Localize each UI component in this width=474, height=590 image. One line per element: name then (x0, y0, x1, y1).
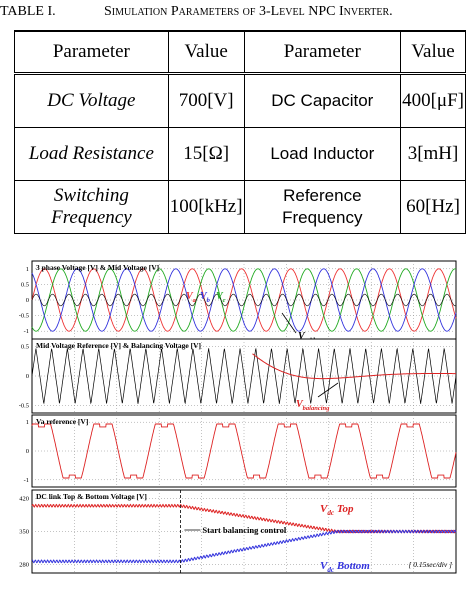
table-cell: Reference Frequency (243, 180, 402, 234)
table-cell: Switching Frequency (14, 180, 169, 234)
annotation-sub: b (207, 297, 211, 304)
y-tick-label: 0.5 (21, 343, 29, 350)
table-row: DC Voltage 700[V] DC Capacitor 400[μF] (14, 73, 466, 128)
annotation: Vc (216, 291, 226, 304)
table-caption: TABLE I. Simulation Parameters of 3-Leve… (0, 4, 474, 20)
header-cell: Parameter (243, 30, 402, 75)
plot-panel: 1 0 -1 Va reference [V] (24, 414, 457, 488)
annotation-base: V (296, 399, 304, 410)
plot-panel: 10.50-0.5-1VaVbVcVmid3 phase Voltage [V]… (19, 260, 457, 344)
parameter-table: Parameter Value Parameter Value DC Voltage 7… (14, 30, 466, 234)
annotation: Start balancing control (202, 525, 287, 535)
y-tick-label: 0 (26, 373, 29, 380)
caption-label: TABLE I. (0, 4, 56, 19)
y-tick-label: 1 (26, 419, 29, 426)
annotation: Va (186, 291, 197, 304)
annotation-base: V (298, 331, 306, 342)
y-tick-label: -1 (24, 477, 29, 484)
table-cell: 700[V] (167, 73, 245, 128)
panel-title: 3 phase Voltage [V] & Mid Voltage [V] (36, 263, 159, 272)
panel-title: DC link Top & Bottom Voltage [V] (36, 492, 147, 501)
header-cell: Value (167, 30, 245, 75)
table-cell: DC Capacitor (243, 73, 402, 128)
caption-title: Simulation Parameters of 3-Level NPC Inv… (104, 4, 393, 19)
y-tick-label: 1 (26, 266, 29, 273)
annotation-base: V (320, 503, 329, 515)
annotation-base: V (200, 291, 208, 302)
arrow (317, 382, 339, 398)
waveform (31, 268, 457, 332)
y-tick-label: -0.5 (19, 403, 29, 410)
y-tick-label: 0 (26, 448, 29, 455)
plot-panel: 0.5 0 -0.5 Vbalancing Mid Voltage Reference … (19, 338, 457, 414)
header-cell: Parameter (14, 30, 169, 75)
y-tick-label: -1 (24, 328, 29, 335)
annotation: Vb (200, 291, 211, 304)
annotation-base: V (216, 291, 224, 302)
arrow (281, 312, 297, 334)
table-cell: Load Inductor (243, 127, 402, 181)
y-tick-label: 0 (26, 297, 29, 304)
table-cell: 400[μF] (400, 73, 466, 128)
time-scale: [ 0.15sec/div ] (408, 560, 452, 569)
table-cell: 60[Hz] (400, 180, 466, 234)
y-tick-label: -0.5 (19, 313, 29, 320)
annotation-sub: balancing (303, 405, 330, 412)
y-tick-label: 0.5 (21, 281, 29, 288)
annotation-suffix: Top (334, 503, 354, 515)
waveform (31, 423, 457, 479)
annotation-sub: dc (327, 566, 335, 574)
table-row: Switching Frequency 100[kHz] Reference Fre… (14, 180, 466, 234)
panel-title: Va reference [V] (36, 417, 88, 426)
y-tick-label: 420 (19, 495, 29, 502)
table-cell: 3[mH] (400, 127, 466, 181)
annotation: Vbalancing (296, 399, 330, 412)
waveform (31, 529, 457, 564)
waveform (31, 268, 457, 332)
y-tick-label: 350 (19, 529, 29, 536)
table-cell: 15[Ω] (167, 127, 245, 181)
waveform (252, 353, 456, 380)
panel-title: Mid Voltage Reference [V] & Balancing Vo… (36, 341, 201, 350)
annotation-base: V (320, 560, 329, 572)
waveform (31, 293, 457, 307)
table-row: Load Resistance 15[Ω] Load Inductor 3[mH] (14, 127, 466, 181)
annotation-sub: c (223, 297, 226, 304)
table-cell: Load Resistance (14, 127, 169, 181)
y-tick-label: 280 (19, 562, 29, 569)
table-cell: 100[kHz] (167, 180, 245, 234)
table-cell: DC Voltage (14, 73, 169, 128)
annotation-base: V (186, 291, 194, 302)
simulation-figure: 10.50-0.5-1VaVbVcVmid3 phase Voltage [V]… (19, 260, 457, 574)
header-cell: Value (400, 30, 466, 75)
annotation-sub: a (193, 297, 197, 304)
annotation: Vdc Top (320, 503, 354, 517)
waveform (31, 347, 457, 405)
annotation-sub: dc (327, 509, 335, 517)
annotation-suffix: Bottom (334, 560, 370, 572)
annotation: Vdc Bottom (320, 560, 370, 574)
